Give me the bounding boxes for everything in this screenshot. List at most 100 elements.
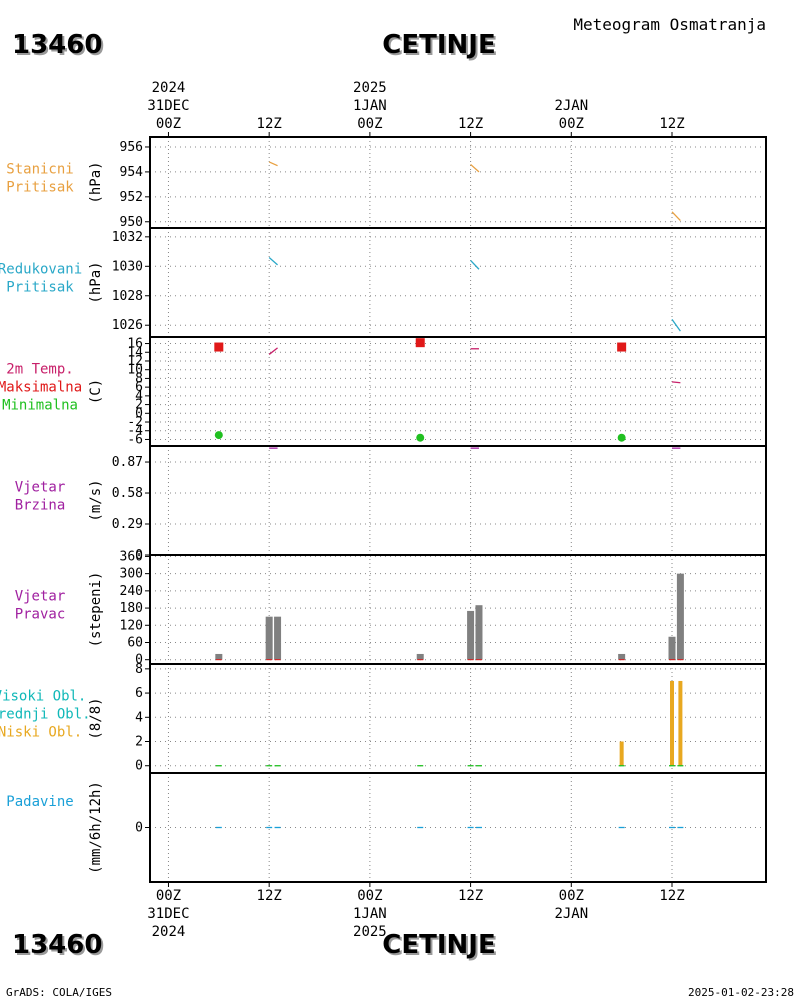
time-axis-label: 2JAN [554, 906, 588, 922]
time-axis-label: 1JAN [353, 906, 387, 922]
unit-label: (stepeni) [88, 572, 104, 648]
panel-label-line: Stanicni [6, 162, 73, 178]
product-title: Meteogram Osmatranja [573, 15, 766, 34]
footer-credit: GrADS: COLA/IGES [6, 986, 112, 999]
bottom-time-axis: 00Z 31DEC 2024 12Z 00Z 1JAN 2025 12Z 00Z 2JAN 12Z [147, 882, 685, 940]
y-tick-label: 0.58 [112, 486, 143, 501]
y-tick-label: 956 [120, 140, 143, 155]
y-tick-label: 1032 [112, 230, 143, 245]
y-tick-label: 0.87 [112, 455, 143, 470]
station-name-bottom: CETINJE [382, 930, 495, 960]
panel-label-line: Brzina [15, 498, 66, 514]
station-name-bottom-shadow: CETINJE [384, 932, 497, 962]
panel-precipitation: 0 (mm/6h/12h) Padavine [6, 772, 767, 883]
series-line [671, 211, 681, 221]
y-tick-label: 12 [127, 354, 143, 369]
panel-label-line: Minimalna [2, 398, 78, 414]
y-tick-label: 0 [135, 406, 143, 421]
station-id-bottom: 13460 [12, 930, 102, 960]
y-tick-label: 8 [135, 662, 143, 677]
station-id-bottom-shadow: 13460 [14, 932, 104, 962]
time-axis-label: 12Z [659, 888, 684, 904]
panel-label-line: Visoki Obl. [0, 689, 86, 705]
y-tick-label: 1026 [112, 318, 143, 333]
y-tick-label: 4 [135, 710, 143, 725]
time-axis-label: 00Z [357, 116, 382, 132]
time-axis-label: 00Z [559, 116, 584, 132]
time-axis-label: 00Z [559, 888, 584, 904]
time-axis-label: 00Z [156, 116, 181, 132]
series-line [268, 161, 278, 167]
y-tick-label: 8 [135, 371, 143, 386]
time-axis-label: 12Z [458, 888, 483, 904]
y-tick-label: 240 [120, 584, 143, 599]
wind-direction-bar [274, 616, 282, 660]
y-tick-label: 950 [120, 215, 143, 230]
time-axis-label: 31DEC [147, 906, 189, 922]
panel-frame [149, 772, 767, 883]
tmax-point [617, 342, 627, 352]
y-tick-label: 4 [135, 389, 143, 404]
wind-direction-bar [475, 605, 483, 660]
y-tick-label: 10 [127, 363, 143, 378]
footer-timestamp: 2025-01-02-23:28 [688, 986, 794, 999]
y-tick-label: 300 [120, 567, 143, 582]
time-axis-label: 12Z [257, 888, 282, 904]
time-axis-label: 2025 [353, 924, 387, 940]
time-axis-label: 12Z [458, 116, 483, 132]
panel-wind-speed: 0 0.29 0.58 0.87 (m/s) Vjetar Brzina [15, 445, 767, 563]
panel-frame [149, 336, 767, 447]
wind-direction-bar [618, 653, 626, 660]
series-line [671, 318, 681, 332]
panel-label-line: Maksimalna [0, 380, 82, 396]
y-tick-label: 180 [120, 601, 143, 616]
y-tick-label: 952 [120, 190, 143, 205]
unit-label: (hPa) [88, 161, 104, 203]
station-id-shadow: 13460 [14, 32, 104, 62]
y-tick-label: 60 [127, 635, 143, 650]
panel-reduced-pressure: 1026 1028 1030 1032 (hPa) Redukovani Pritisak [0, 227, 767, 338]
y-tick-label: 120 [120, 618, 143, 633]
low-cloud-bar [678, 680, 683, 766]
y-tick-label: 0 [135, 759, 143, 774]
y-tick-label: 0 [135, 548, 143, 563]
y-tick-label: 1030 [112, 259, 143, 274]
y-tick-label: -4 [127, 424, 143, 439]
unit-label: (hPa) [88, 261, 104, 303]
panel-label-line: Pritisak [6, 280, 74, 296]
panel-label-line: 2m Temp. [6, 362, 73, 378]
y-tick-label: 16 [127, 337, 143, 352]
unit-label: (8/8) [88, 697, 104, 739]
station-id-top: 13460 [12, 30, 102, 60]
panel-label-line: Vjetar [15, 480, 66, 496]
y-tick-label: 0 [135, 653, 143, 668]
station-name-shadow: CETINJE [384, 32, 497, 62]
y-tick-label: -2 [127, 415, 143, 430]
y-tick-label: 0 [135, 821, 143, 836]
panel-label-line: Pritisak [6, 180, 74, 196]
series-line [268, 347, 278, 355]
panel-station-pressure: 950 952 954 956 (hPa) Stanicni Pritisak [6, 136, 767, 230]
y-tick-label: 2 [135, 398, 143, 413]
wind-direction-bar [676, 573, 684, 660]
y-tick-label: 954 [120, 165, 144, 180]
y-tick-label: 14 [127, 345, 143, 360]
y-tick-label: 6 [135, 380, 143, 395]
series-line [671, 381, 681, 384]
y-tick-label: 6 [135, 686, 143, 701]
time-axis-label: 2025 [353, 80, 387, 96]
time-axis-label: 12Z [257, 116, 282, 132]
tmax-point [214, 342, 224, 352]
wind-direction-bar [265, 616, 273, 660]
y-tick-label: 2 [135, 735, 143, 750]
panel-label-line: Redukovani [0, 262, 82, 278]
unit-label: (mm/6h/12h) [88, 781, 104, 874]
time-axis-label: 31DEC [147, 98, 189, 114]
panel-label-line: Padavine [6, 794, 73, 810]
time-axis-label: 2024 [152, 80, 186, 96]
tmax-point [415, 338, 425, 348]
y-tick-label: 1028 [112, 289, 143, 304]
wind-direction-bar [416, 653, 424, 660]
tmin-point [214, 431, 223, 440]
low-cloud-bar [619, 741, 624, 766]
